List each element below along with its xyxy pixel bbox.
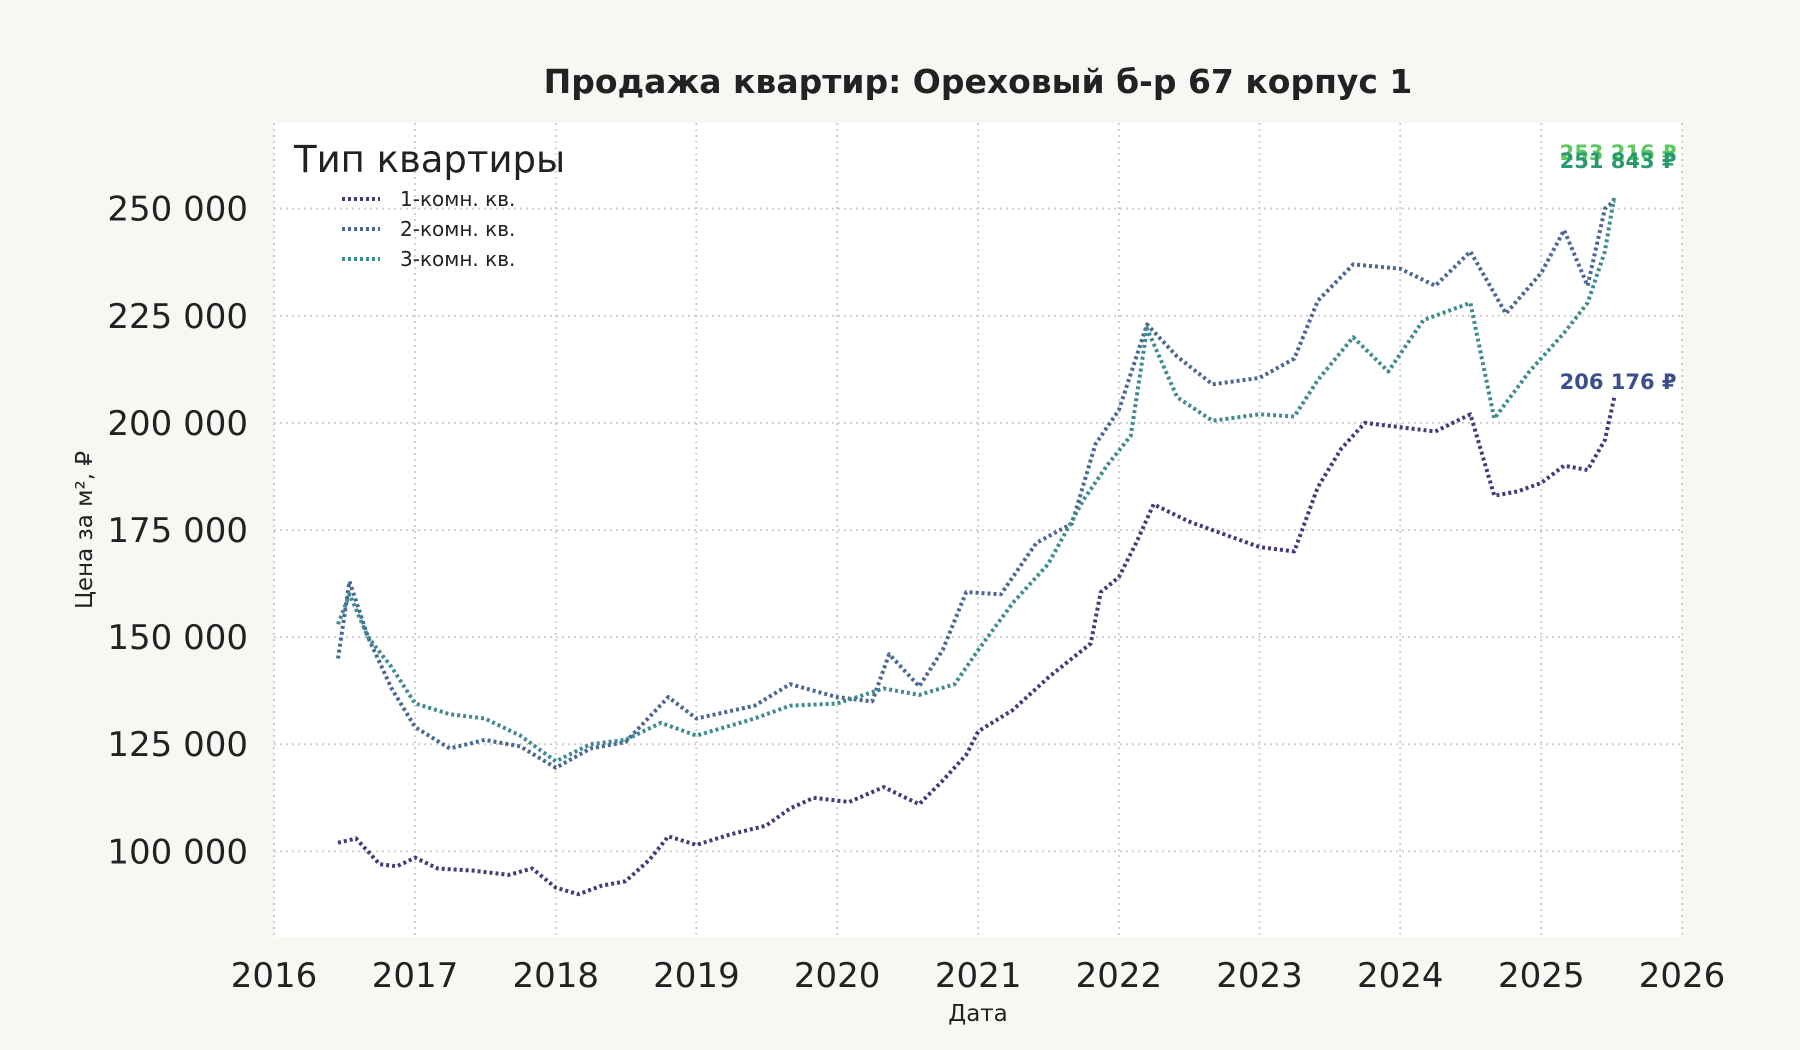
chart-title: Продажа квартир: Ореховый б-р 67 корпус … (544, 62, 1413, 101)
x-tick-label: 2021 (935, 956, 1022, 996)
y-axis-label: Цена за м², ₽ (72, 451, 98, 609)
x-tick-label: 2022 (1076, 956, 1163, 996)
x-tick-label: 2023 (1216, 956, 1303, 996)
y-tick-label: 125 000 (107, 725, 248, 765)
y-tick-label: 225 000 (107, 297, 248, 337)
x-axis-ticks: 2016 2017 2018 2019 2020 2021 2022 2023 2024 2025… (231, 956, 1726, 996)
legend-item-label: 3-комн. кв. (400, 247, 515, 271)
y-tick-label: 175 000 (107, 511, 248, 551)
series-lines (336, 194, 1617, 897)
x-tick-label: 2016 (231, 956, 318, 996)
series-line (336, 199, 1616, 770)
end-value-label: 251 843 ₽ (1560, 149, 1677, 173)
y-tick-label: 150 000 (107, 618, 248, 658)
end-value-labels: 253 216 ₽251 843 ₽ 206 176 ₽ (1560, 141, 1677, 394)
y-tick-label: 100 000 (107, 832, 248, 872)
legend-item-label: 2-комн. кв. (400, 217, 515, 241)
legend-item-label: 1-комн. кв. (400, 187, 515, 211)
x-tick-label: 2017 (372, 956, 459, 996)
legend-title: Тип квартиры (293, 138, 565, 181)
end-value-label: 206 176 ₽ (1560, 370, 1677, 394)
x-tick-label: 2019 (653, 956, 740, 996)
grid-lines (273, 123, 1683, 937)
x-tick-label: 2018 (512, 956, 599, 996)
y-tick-label: 200 000 (107, 404, 248, 444)
x-tick-label: 2024 (1357, 956, 1444, 996)
series-line (337, 395, 1617, 897)
series-line (336, 194, 1617, 764)
y-axis-ticks: 100 000 125 000 150 000 175 000 200 000 225 0… (107, 190, 248, 873)
end-value-label: 253 216 ₽ (1560, 141, 1677, 165)
legend: Тип квартиры 1-комн. кв. 2-комн. кв. 3-ком… (293, 138, 565, 271)
x-tick-label: 2026 (1639, 956, 1726, 996)
x-axis-label: Дата (948, 1001, 1008, 1027)
y-tick-label: 250 000 (107, 190, 248, 230)
x-tick-label: 2025 (1498, 956, 1585, 996)
x-tick-label: 2020 (794, 956, 881, 996)
